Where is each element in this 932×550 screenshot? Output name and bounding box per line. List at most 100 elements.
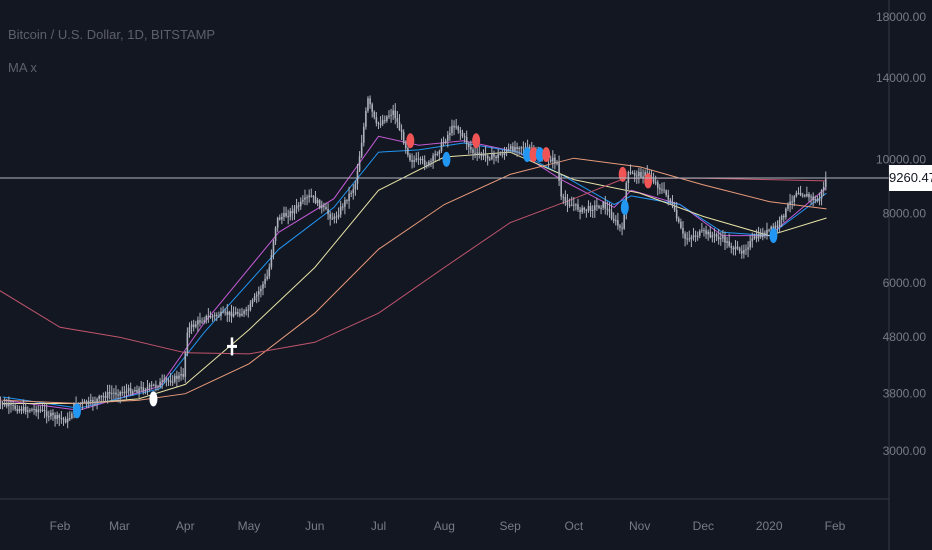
candle-body [234, 312, 237, 314]
candle-body [98, 396, 100, 399]
candle-body [736, 246, 739, 249]
candle-body [299, 201, 302, 207]
x-tick-label: 2020 [756, 519, 783, 533]
candle-body [600, 207, 602, 209]
candle-body [402, 132, 405, 144]
candle-body [31, 409, 33, 411]
candle-body [331, 218, 334, 220]
candle-body [503, 152, 506, 156]
candle-body [41, 409, 44, 411]
candle-body [243, 310, 245, 314]
candle-body [255, 294, 258, 297]
candle-body [186, 332, 189, 353]
candle-body [320, 205, 323, 209]
candle-body [684, 233, 686, 239]
candle-body [218, 316, 220, 318]
candle-body [631, 172, 634, 174]
candle-body [522, 147, 525, 149]
candle-body [245, 309, 247, 311]
candle-body [688, 238, 691, 240]
candle-body [520, 147, 523, 149]
candle-body [602, 202, 604, 208]
candle-body [661, 189, 663, 191]
candle-body [386, 116, 388, 121]
candle-body [12, 404, 14, 406]
candle-body [738, 248, 741, 251]
candle-body [289, 211, 292, 217]
candle-body [100, 396, 103, 398]
candle-body [251, 300, 254, 304]
candle-body [362, 126, 365, 143]
candle-body [554, 157, 556, 163]
candle-body [591, 209, 594, 211]
candle-body [505, 149, 508, 153]
candle-body [178, 375, 180, 379]
candle-body [734, 246, 737, 250]
x-tick-label: Feb [825, 519, 846, 533]
candle-body [155, 384, 157, 387]
candle-body [652, 179, 655, 183]
ma-line-2 [2, 142, 827, 409]
candle-body [610, 211, 613, 219]
candle-body [314, 196, 317, 204]
candle-body [703, 230, 705, 232]
x-tick-label: Feb [50, 519, 71, 533]
candle-body [159, 381, 161, 387]
candle-body [787, 204, 789, 209]
candle-body [371, 104, 373, 112]
candle-body [606, 208, 609, 210]
candle-body [476, 152, 478, 154]
candle-body [348, 193, 350, 201]
symbol-legend[interactable]: Bitcoin / U.S. Dollar, 1D, BITSTAMP [8, 27, 216, 42]
candle-body [824, 179, 827, 187]
indicator-legend[interactable]: MA x [8, 60, 37, 75]
candle-body [680, 221, 682, 228]
candle-body [1, 402, 4, 405]
candle-body [220, 311, 222, 317]
candle-body [136, 390, 138, 393]
candle-body [297, 205, 300, 207]
y-tick-label: 18000.00 [876, 10, 926, 24]
candle-body [43, 409, 46, 412]
x-tick-label: Sep [499, 519, 521, 533]
ma-line-1 [2, 135, 827, 411]
candle-body [390, 114, 392, 116]
candle-body [782, 215, 785, 218]
candle-body [761, 232, 764, 237]
candle-body [562, 196, 565, 198]
candle-body [335, 216, 338, 218]
candle-body [10, 404, 12, 406]
candle-body [152, 384, 155, 386]
candle-body [188, 327, 191, 333]
candle-body [799, 192, 802, 196]
candle-body [150, 384, 153, 386]
candle-body [169, 380, 172, 383]
candle-body [167, 380, 170, 382]
ma-line-3 [2, 151, 827, 404]
candle-body [659, 187, 661, 190]
candle-body [14, 405, 16, 409]
candle-body [404, 143, 407, 149]
candle-body [501, 154, 504, 156]
candle-body [171, 381, 174, 383]
candle-body [388, 115, 390, 117]
candle-body [253, 296, 256, 301]
buy-signal-marker [769, 228, 778, 244]
candle-body [104, 396, 107, 398]
candle-body [453, 125, 455, 128]
candle-body [339, 206, 342, 215]
candle-body [47, 416, 50, 418]
candle-body [312, 196, 315, 198]
candle-body [663, 189, 665, 191]
candle-body [201, 321, 203, 323]
candle-body [264, 278, 266, 284]
candle-body [129, 388, 132, 394]
candle-body [119, 391, 121, 396]
candle-body [436, 153, 439, 155]
candle-body [291, 211, 294, 214]
candle-body [367, 98, 369, 111]
x-tick-label: Jul [371, 519, 386, 533]
candle-body [558, 162, 560, 181]
candle-body [163, 379, 166, 381]
